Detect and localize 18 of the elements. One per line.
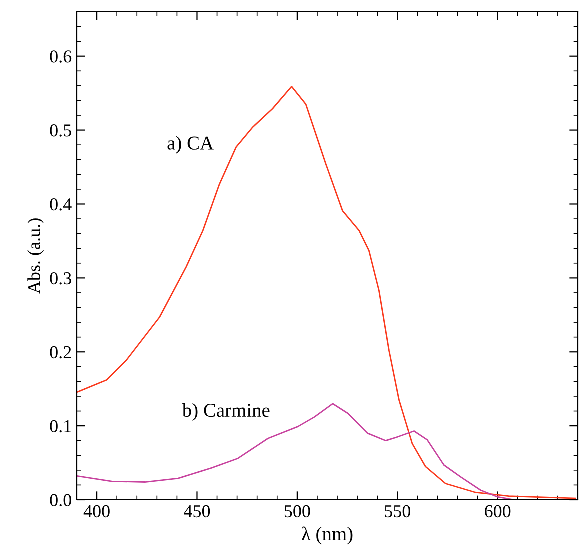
x-tick-label: 600 <box>485 505 511 518</box>
y-tick-label: 0.3 <box>50 272 72 285</box>
line-series <box>77 86 576 500</box>
x-tick-label: 400 <box>84 505 110 518</box>
y-axis-title: Abs. (a.u.) <box>28 218 44 294</box>
series-label: b) Carmine <box>182 403 270 422</box>
y-tick-label: 0.4 <box>50 198 72 211</box>
y-tick-label: 0.0 <box>50 494 72 507</box>
x-tick-label: 550 <box>385 505 410 518</box>
y-tick-label: 0.6 <box>50 50 72 63</box>
series-label: a) CA <box>168 136 214 154</box>
y-tick-label: 0.5 <box>50 124 72 137</box>
line-series <box>77 403 515 500</box>
x-tick-label: 500 <box>284 505 310 518</box>
y-tick-label: 0.1 <box>50 420 72 433</box>
x-axis-title: λ (nm) <box>302 526 353 545</box>
y-tick-label: 0.2 <box>50 346 72 359</box>
x-tick-label: 450 <box>184 505 210 518</box>
